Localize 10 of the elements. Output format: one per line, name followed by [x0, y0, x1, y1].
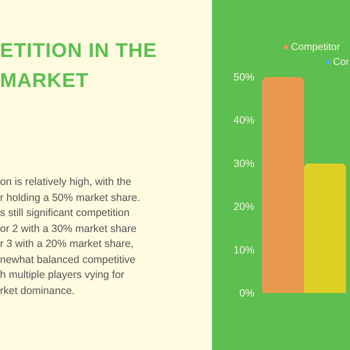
y-tick-label: 10%: [233, 244, 254, 256]
text: on is relatively high, with the r holding a 50% market share. s still significant competition or 2 with a 30% market share r 3 with a 20% market share, newhat balanced competitive h multiple players vying for rket dominance.: [0, 175, 142, 298]
y-tick-label: 20%: [233, 201, 254, 214]
y-tick-label: 40%: [233, 114, 254, 127]
text: ETITION IN THE MARKET: [0, 39, 158, 94]
text: Cor: [332, 57, 350, 68]
y-tick-label: 0%: [239, 288, 254, 300]
y-tick-label: 30%: [233, 158, 254, 170]
y-tick-label: 50%: [233, 72, 254, 84]
text: Competitor: [290, 42, 340, 53]
